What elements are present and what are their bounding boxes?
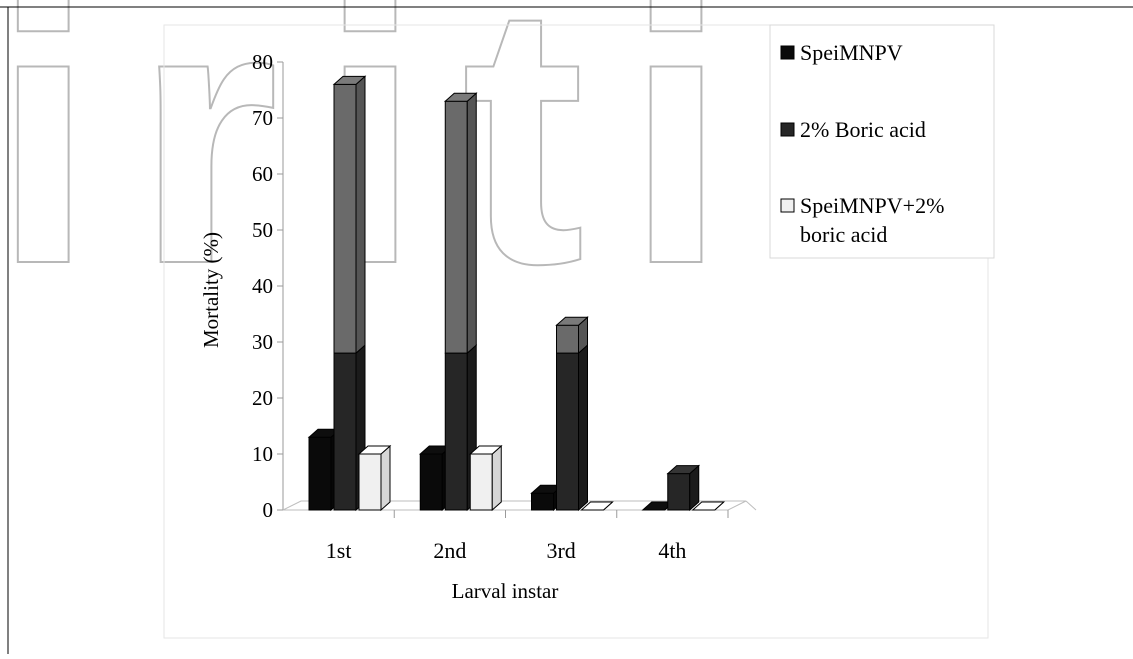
- legend-swatch: [780, 122, 795, 137]
- bar-front-upper: [556, 324, 579, 354]
- legend-swatch: [780, 198, 795, 213]
- bar-front-upper: [444, 100, 468, 354]
- bar-combo-0: [357, 444, 392, 512]
- chart-area-border: [163, 24, 989, 639]
- y-tick-label: 60: [252, 162, 273, 186]
- legend-label: SpeiMNPV+2%: [800, 193, 944, 218]
- watermark-text: iriti: [0, 0, 768, 341]
- x-axis-title: Larval instar: [452, 579, 559, 603]
- legend-label: boric acid: [800, 222, 887, 247]
- bars: [307, 75, 726, 512]
- bar-side-upper: [355, 75, 366, 355]
- bar-front: [667, 473, 691, 511]
- x-category-label: 2nd: [433, 538, 466, 563]
- bar-boric-0: [332, 75, 367, 512]
- legend-label: 2% Boric acid: [800, 117, 926, 142]
- x-category-label: 4th: [658, 538, 686, 563]
- legend-entry-boric: 2% Boric acid: [780, 117, 926, 142]
- legend-entry-combo: SpeiMNPV+2% boric acid: [780, 193, 944, 247]
- bar-side: [380, 444, 391, 512]
- bar-side-upper: [466, 92, 477, 355]
- bar-combo-1: [468, 444, 503, 512]
- bar-boric-1: [443, 92, 478, 512]
- bar-combo-3: [691, 501, 726, 511]
- bar-combo-2: [580, 501, 614, 511]
- y-tick-label: 80: [252, 50, 273, 74]
- bar-side: [491, 444, 502, 512]
- y-axis-title: Mortality (%): [199, 232, 223, 348]
- bar-front-lower: [333, 352, 357, 511]
- legend-box: [769, 24, 995, 259]
- bar-front: [308, 436, 332, 511]
- bar-boric-3: [666, 464, 701, 512]
- x-category-label: 1st: [326, 538, 352, 563]
- bar-top: [555, 316, 589, 326]
- y-tick-label: 10: [252, 442, 273, 466]
- bar-top: [691, 501, 726, 511]
- y-tick-label: 0: [263, 498, 274, 522]
- floor-edge-line: [745, 500, 757, 511]
- bar-top: [332, 75, 367, 85]
- watermark: iriti: [0, 0, 768, 342]
- x-category-label: 3rd: [546, 538, 575, 563]
- axis-labels: 0 10 20 30 40 50 60 70 80 1st 2nd 3rd 4th: [252, 50, 686, 563]
- bar-front: [419, 453, 443, 511]
- bar-top: [443, 92, 478, 102]
- bar-top: [357, 445, 392, 455]
- bar-front-upper: [333, 83, 357, 354]
- bar-top: [468, 445, 503, 455]
- legend-entry-speimnpv: SpeiMNPV: [780, 40, 903, 65]
- axes: [277, 61, 757, 518]
- bar-boric-2: [555, 316, 589, 512]
- y-tick-label: 20: [252, 386, 273, 410]
- legend: SpeiMNPV 2% Boric acid SpeiMNPV+2% boric ac…: [780, 40, 944, 247]
- bar-front-lower: [444, 352, 468, 511]
- bar-front: [358, 453, 382, 511]
- bar-front-lower: [556, 352, 579, 511]
- y-tick-label: 30: [252, 330, 273, 354]
- bar-front: [531, 492, 554, 511]
- legend-swatch: [780, 45, 795, 60]
- bar-top: [666, 465, 701, 475]
- legend-label: SpeiMNPV: [800, 40, 903, 65]
- y-tick-label: 50: [252, 218, 273, 242]
- bar-front: [469, 453, 493, 511]
- y-tick-label: 70: [252, 106, 273, 130]
- y-tick-label: 40: [252, 274, 273, 298]
- bar-side-lower: [578, 344, 588, 512]
- bar-top: [580, 501, 614, 511]
